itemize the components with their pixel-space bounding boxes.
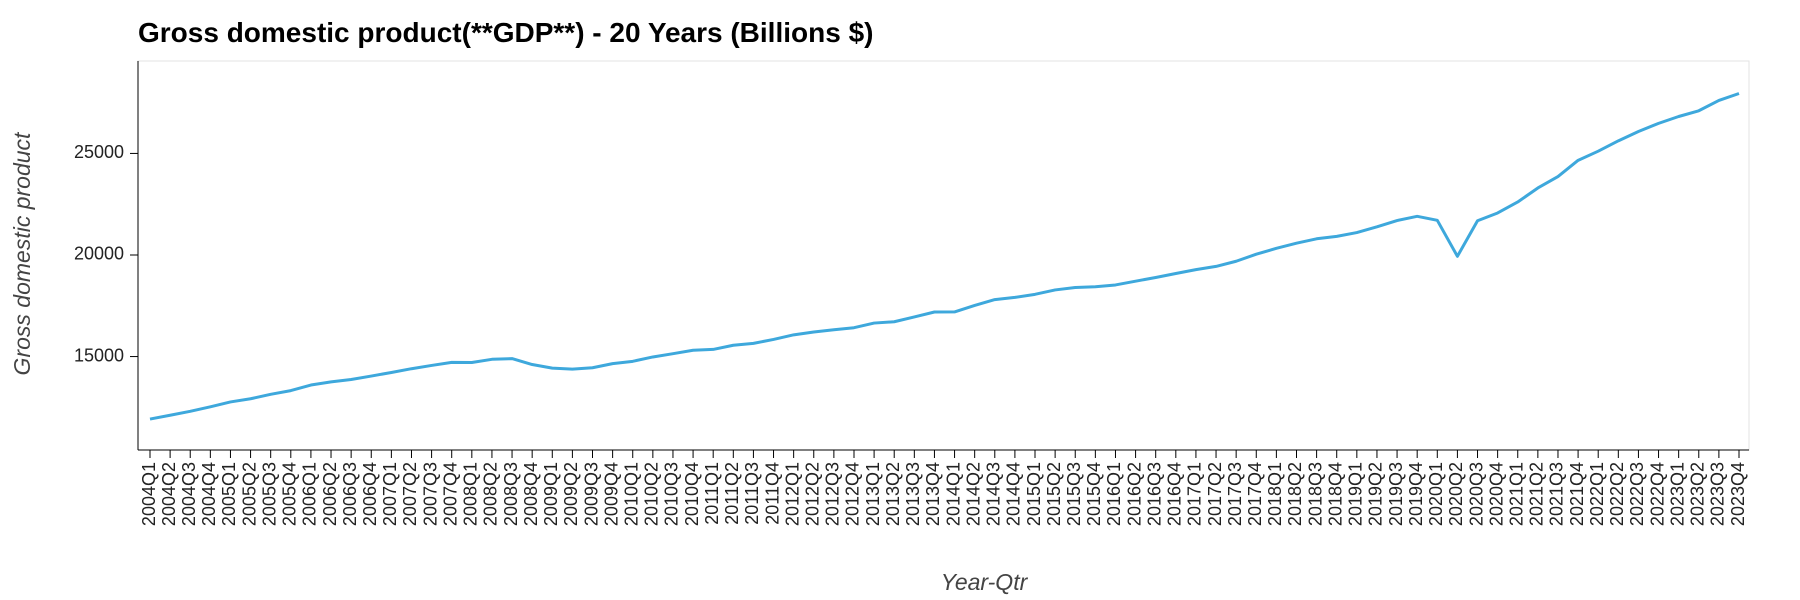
x-tick-label: 2014Q1 [943,462,963,526]
y-tick-label: 20000 [74,244,124,264]
x-tick-label: 2016Q3 [1144,462,1164,526]
x-tick-label: 2009Q1 [541,462,561,526]
x-tick-label: 2005Q2 [239,462,259,526]
y-axis-label: Gross domestic product [9,131,35,375]
x-tick-label: 2013Q2 [883,462,903,526]
plot-frame [137,60,1750,451]
x-tick-label: 2006Q4 [360,462,380,526]
x-tick-label: 2016Q1 [1104,462,1124,526]
x-tick-label: 2017Q4 [1245,462,1265,526]
x-tick-label: 2017Q1 [1185,462,1205,526]
x-tick-label: 2019Q3 [1386,462,1406,526]
x-tick-label: 2006Q2 [320,462,340,526]
x-tick-label: 2019Q2 [1366,462,1386,526]
x-tick-label: 2011Q4 [762,462,782,525]
x-tick-label: 2011Q1 [702,462,722,525]
x-tick-label: 2012Q3 [823,462,843,526]
x-tick-label: 2007Q2 [400,462,420,526]
x-tick-label: 2013Q3 [903,462,923,526]
x-tick-label: 2014Q3 [984,462,1004,526]
x-tick-label: 2022Q4 [1647,462,1667,526]
x-tick-label: 2004Q4 [199,462,219,526]
x-tick-label: 2020Q2 [1446,462,1466,526]
x-tick-label: 2005Q4 [280,462,300,526]
x-tick-label: 2022Q3 [1627,462,1647,526]
x-tick-label: 2014Q4 [1004,462,1024,526]
x-tick-label: 2004Q2 [159,462,179,526]
x-tick-label: 2020Q4 [1486,462,1506,526]
x-tick-label: 2009Q3 [581,462,601,526]
x-tick-label: 2012Q1 [782,462,802,526]
x-tick-label: 2023Q3 [1708,462,1728,526]
x-tick-label: 2017Q2 [1205,462,1225,526]
x-tick-label: 2011Q3 [742,462,762,525]
x-tick-label: 2015Q2 [1044,462,1064,526]
x-tick-label: 2018Q3 [1305,462,1325,526]
x-tick-label: 2016Q4 [1165,462,1185,526]
x-tick-label: 2021Q4 [1567,462,1587,526]
x-tick-label: 2010Q2 [642,462,662,526]
x-tick-label: 2012Q4 [843,462,863,526]
x-tick-label: 2014Q2 [963,462,983,526]
chart-title: Gross domestic product(**GDP**) - 20 Yea… [138,17,873,48]
x-tick-label: 2004Q1 [139,462,159,526]
x-tick-label: 2007Q1 [380,462,400,526]
x-tick-label: 2013Q1 [863,462,883,526]
y-tick-label: 25000 [74,142,124,162]
x-tick-label: 2023Q2 [1688,462,1708,526]
x-tick-label: 2021Q2 [1527,462,1547,526]
x-tick-label: 2011Q2 [722,462,742,525]
x-tick-label: 2008Q2 [481,462,501,526]
x-tick-label: 2016Q2 [1124,462,1144,526]
x-tick-label: 2017Q3 [1225,462,1245,526]
x-tick-label: 2008Q1 [461,462,481,526]
x-tick-label: 2010Q1 [621,462,641,526]
x-tick-label: 2018Q1 [1265,462,1285,526]
x-tick-label: 2023Q4 [1728,462,1748,526]
x-tick-label: 2022Q2 [1607,462,1627,526]
x-tick-label: 2010Q3 [662,462,682,526]
y-tick-label: 15000 [74,345,124,365]
x-tick-label: 2019Q4 [1406,462,1426,526]
line [149,92,1740,421]
x-tick-label: 2018Q4 [1325,462,1345,526]
x-tick-label: 2010Q4 [682,462,702,526]
x-tick-label: 2007Q4 [440,462,460,526]
x-tick-label: 2018Q2 [1285,462,1305,526]
x-tick-label: 2015Q4 [1084,462,1104,526]
x-tick-label: 2008Q4 [521,462,541,526]
x-tick-label: 2021Q3 [1547,462,1567,526]
x-tick-label: 2013Q4 [923,462,943,526]
x-tick-label: 2009Q4 [601,462,621,526]
x-tick-label: 2015Q3 [1064,462,1084,526]
x-tick-label: 2023Q1 [1667,462,1687,526]
x-tick-label: 2005Q3 [259,462,279,526]
x-tick-label: 2020Q3 [1466,462,1486,526]
x-tick-label: 2012Q2 [803,462,823,526]
x-tick-label: 2015Q1 [1024,462,1044,526]
x-tick-label: 2008Q3 [501,462,521,526]
x-tick-label: 2006Q1 [300,462,320,526]
x-tick-label: 2006Q3 [340,462,360,526]
x-axis-label: Year-Qtr [941,569,1029,595]
x-tick-label: 2021Q1 [1506,462,1526,526]
x-tick-label: 2022Q1 [1587,462,1607,526]
x-tick-label: 2004Q3 [179,462,199,526]
x-tick-label: 2009Q2 [561,462,581,526]
x-tick-label: 2020Q1 [1426,462,1446,526]
x-tick-label: 2005Q1 [219,462,239,526]
x-tick-label: 2019Q1 [1346,462,1366,526]
x-tick-label: 2007Q3 [420,462,440,526]
